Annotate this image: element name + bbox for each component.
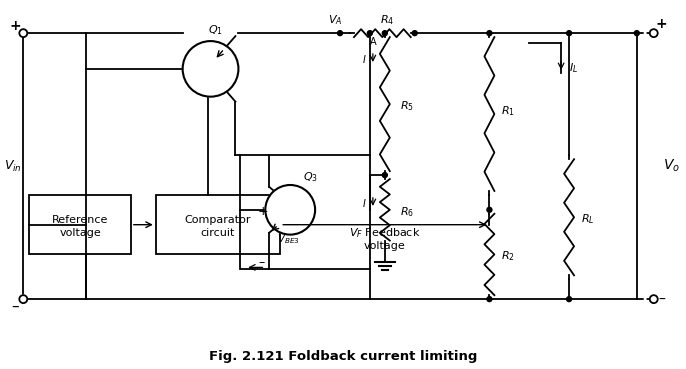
Text: $V_{BE3}$: $V_{BE3}$ [277,232,300,246]
Bar [240,155,370,269]
Text: $R_2$: $R_2$ [501,249,515,263]
Text: voltage: voltage [364,241,405,251]
Circle shape [650,295,658,303]
Text: –: – [258,256,265,269]
Circle shape [368,31,372,36]
Text: $V_o$: $V_o$ [663,158,680,174]
Circle shape [265,185,315,235]
Text: +: + [10,19,21,33]
Text: $R_1$: $R_1$ [501,104,515,118]
Circle shape [182,41,239,97]
Circle shape [19,295,27,303]
Text: $Q_1$: $Q_1$ [208,23,223,37]
Circle shape [567,297,571,301]
Text: +: + [656,17,667,31]
Circle shape [487,31,492,36]
Circle shape [382,173,388,177]
Text: I: I [363,199,366,209]
Text: $Q_3$: $Q_3$ [303,170,318,184]
Circle shape [19,29,27,37]
Text: $R_6$: $R_6$ [400,205,414,218]
Circle shape [567,31,571,36]
Text: $R_5$: $R_5$ [400,99,414,113]
Text: voltage: voltage [59,228,101,238]
Circle shape [650,29,658,37]
Text: $R_L$: $R_L$ [581,212,595,226]
Circle shape [487,207,492,212]
Bar [156,195,281,255]
Text: A: A [370,37,376,47]
Bar [29,195,131,255]
Circle shape [635,31,639,36]
Text: $I_L$: $I_L$ [569,61,578,75]
Circle shape [338,31,342,36]
Text: $R_4$: $R_4$ [380,13,394,27]
Text: $V_F$ Feedback: $V_F$ Feedback [349,227,421,241]
Text: +: + [258,205,269,218]
Text: Comparator: Comparator [185,215,251,225]
Circle shape [487,297,492,301]
Circle shape [412,31,417,36]
Circle shape [382,31,388,36]
Text: I: I [363,55,366,65]
Text: Fig. 2.121 Foldback current limiting: Fig. 2.121 Foldback current limiting [209,350,477,363]
Text: circuit: circuit [201,228,235,238]
Text: $V_{in}$: $V_{in}$ [4,159,23,174]
Text: –: – [659,293,665,307]
Text: –: – [12,299,19,314]
Text: Reference: Reference [52,215,108,225]
Text: $V_A$: $V_A$ [328,13,342,27]
